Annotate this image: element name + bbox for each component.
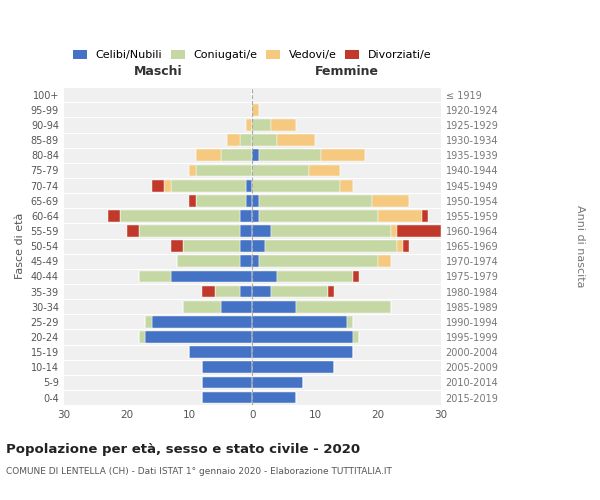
Y-axis label: Anni di nascita: Anni di nascita: [575, 205, 585, 288]
Bar: [277, 270, 353, 282]
Bar: [403, 240, 409, 252]
Bar: [170, 240, 183, 252]
Bar: [190, 195, 196, 206]
Bar: [145, 316, 152, 328]
Bar: [183, 301, 221, 312]
Bar: [322, 150, 365, 161]
Bar: [215, 286, 240, 298]
Bar: [139, 225, 240, 237]
Bar: [253, 376, 302, 388]
Bar: [202, 362, 253, 373]
Bar: [391, 225, 397, 237]
Bar: [246, 195, 253, 206]
Bar: [139, 331, 145, 343]
Bar: [253, 301, 296, 312]
Bar: [253, 104, 259, 116]
Bar: [397, 240, 403, 252]
Bar: [240, 210, 253, 222]
Bar: [372, 195, 409, 206]
Bar: [221, 150, 253, 161]
Bar: [139, 270, 170, 282]
Bar: [253, 286, 271, 298]
Bar: [127, 225, 139, 237]
Bar: [152, 180, 164, 192]
Bar: [271, 119, 296, 131]
Bar: [271, 286, 328, 298]
Bar: [253, 346, 353, 358]
Bar: [253, 225, 271, 237]
Bar: [259, 195, 372, 206]
Bar: [246, 119, 253, 131]
Bar: [296, 301, 391, 312]
Bar: [196, 195, 246, 206]
Bar: [202, 286, 215, 298]
Bar: [259, 256, 378, 267]
Bar: [309, 164, 340, 176]
Bar: [253, 392, 296, 404]
Bar: [271, 225, 391, 237]
Bar: [240, 256, 253, 267]
Bar: [221, 301, 253, 312]
Bar: [190, 346, 253, 358]
Bar: [183, 240, 240, 252]
Bar: [253, 331, 353, 343]
Bar: [190, 164, 196, 176]
Bar: [240, 240, 253, 252]
Bar: [253, 195, 259, 206]
Bar: [196, 150, 221, 161]
Bar: [227, 134, 240, 146]
Bar: [253, 180, 340, 192]
Bar: [108, 210, 121, 222]
Bar: [121, 210, 240, 222]
Bar: [253, 164, 309, 176]
Text: Maschi: Maschi: [134, 65, 182, 78]
Bar: [259, 210, 378, 222]
Bar: [202, 376, 253, 388]
Bar: [240, 134, 253, 146]
Bar: [277, 134, 315, 146]
Bar: [340, 180, 353, 192]
Bar: [253, 362, 334, 373]
Text: COMUNE DI LENTELLA (CH) - Dati ISTAT 1° gennaio 2020 - Elaborazione TUTTITALIA.I: COMUNE DI LENTELLA (CH) - Dati ISTAT 1° …: [6, 468, 392, 476]
Bar: [347, 316, 353, 328]
Bar: [253, 240, 265, 252]
Text: Femmine: Femmine: [314, 65, 379, 78]
Bar: [152, 316, 253, 328]
Bar: [145, 331, 253, 343]
Bar: [265, 240, 397, 252]
Bar: [177, 256, 240, 267]
Bar: [170, 180, 246, 192]
Bar: [253, 270, 277, 282]
Bar: [378, 256, 391, 267]
Bar: [259, 150, 322, 161]
Bar: [378, 210, 422, 222]
Bar: [353, 331, 359, 343]
Y-axis label: Fasce di età: Fasce di età: [15, 213, 25, 280]
Bar: [240, 225, 253, 237]
Bar: [246, 180, 253, 192]
Bar: [397, 225, 441, 237]
Bar: [253, 150, 259, 161]
Bar: [170, 270, 253, 282]
Bar: [353, 270, 359, 282]
Bar: [253, 316, 347, 328]
Bar: [253, 210, 259, 222]
Text: Popolazione per età, sesso e stato civile - 2020: Popolazione per età, sesso e stato civil…: [6, 442, 360, 456]
Bar: [253, 256, 259, 267]
Bar: [253, 134, 277, 146]
Bar: [196, 164, 253, 176]
Legend: Celibi/Nubili, Coniugati/e, Vedovi/e, Divorziati/e: Celibi/Nubili, Coniugati/e, Vedovi/e, Di…: [69, 45, 436, 64]
Bar: [328, 286, 334, 298]
Bar: [202, 392, 253, 404]
Bar: [253, 119, 271, 131]
Bar: [422, 210, 428, 222]
Bar: [164, 180, 170, 192]
Bar: [240, 286, 253, 298]
